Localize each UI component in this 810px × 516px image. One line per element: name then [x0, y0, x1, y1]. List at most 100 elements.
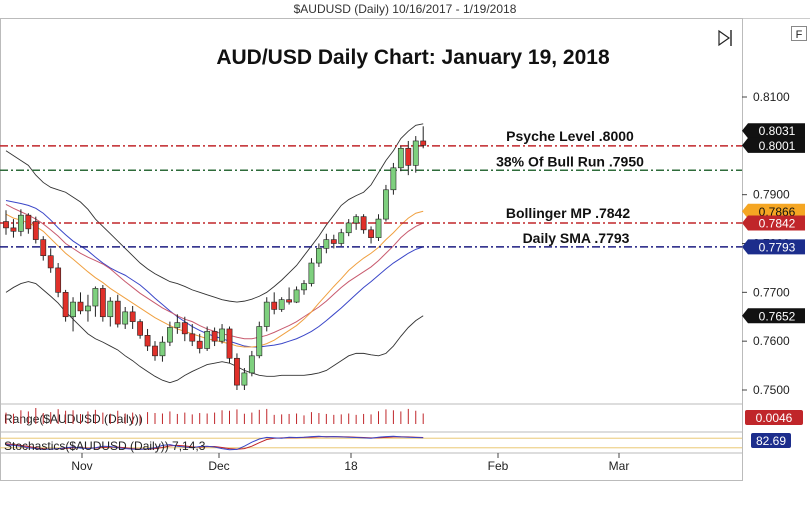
candle	[107, 297, 114, 327]
candle	[70, 297, 76, 332]
candle	[278, 297, 285, 312]
candle	[293, 286, 300, 304]
price-tag: 0.8031	[742, 123, 805, 139]
candle	[77, 292, 84, 315]
level-label: Psyche Level .8000	[506, 128, 634, 144]
candle	[204, 326, 211, 351]
candle	[92, 286, 99, 317]
candle	[152, 341, 158, 361]
y-tick-label: 0.8100	[753, 90, 790, 104]
candle	[234, 353, 240, 390]
sma-short-line	[5, 210, 424, 348]
stochastics-panel-label: Stochastics($AUDUSD (Daily)) 7,14,3	[4, 439, 206, 453]
level-label: Daily SMA .7793	[523, 230, 630, 246]
candle	[219, 324, 225, 344]
level-label: 38% Of Bull Run .7950	[496, 153, 644, 169]
candle	[405, 140, 412, 176]
candle	[375, 214, 382, 242]
x-tick-label: 18	[344, 459, 358, 473]
candle	[383, 184, 389, 222]
x-tick-label: Dec	[208, 459, 229, 473]
x-tick-label: Feb	[488, 459, 509, 473]
level-label: Bollinger MP .7842	[506, 205, 630, 221]
y-tick-label: 0.7500	[753, 383, 790, 397]
candle	[308, 258, 315, 287]
bollinger-mid-line	[5, 203, 424, 340]
window-title: $AUDUSD (Daily) 10/16/2017 - 1/19/2018	[0, 0, 810, 19]
range-bars	[5, 408, 424, 424]
price-tag: 0.7866	[742, 203, 805, 219]
candles	[3, 126, 427, 390]
range-value-text: 0.0046	[756, 411, 793, 425]
bollinger-upper-line	[5, 123, 424, 303]
flag-icon[interactable]: F	[791, 26, 807, 42]
price-tag-text: 0.7842	[759, 216, 796, 230]
stoch-k-line	[5, 435, 424, 451]
price-tag-text: 0.8001	[759, 139, 796, 153]
candle	[286, 287, 292, 305]
candle	[241, 368, 248, 390]
candle	[226, 326, 233, 364]
y-tick-label: 0.7700	[753, 285, 790, 299]
price-tag-text: 0.8031	[759, 124, 796, 138]
candle	[263, 297, 270, 332]
candle	[55, 263, 62, 298]
candle	[397, 145, 404, 172]
candle	[137, 319, 143, 339]
candle	[271, 292, 278, 315]
candle	[159, 336, 166, 362]
candle	[25, 213, 32, 234]
stochastics-value-text: 82.69	[756, 434, 786, 448]
candle	[3, 210, 9, 235]
candle	[211, 327, 218, 347]
stochastics-value-tag: 82.69	[751, 433, 791, 448]
candle	[248, 350, 255, 377]
range-value-tag: 0.0046	[745, 410, 803, 425]
candle	[181, 316, 188, 342]
candle	[338, 228, 345, 246]
flag-label: F	[796, 29, 803, 41]
plot-frame	[0, 18, 743, 481]
candle	[40, 236, 47, 261]
chart-title: AUD/USD Daily Chart: January 19, 2018	[216, 46, 610, 69]
candle	[256, 321, 263, 359]
candle	[390, 162, 397, 195]
candle	[353, 214, 360, 230]
play-end-icon[interactable]	[718, 29, 732, 47]
x-axis: Nov Dec 18 Feb Mar	[71, 453, 629, 473]
level-lines: Psyche Level .8000 38% Of Bull Run .7950 B…	[0, 128, 742, 248]
price-tag-text: 0.7793	[759, 240, 796, 254]
candle	[85, 294, 91, 322]
candle	[99, 285, 106, 322]
price-tag: 0.8001	[742, 137, 805, 153]
candle	[315, 243, 322, 267]
x-tick-label: Nov	[71, 459, 92, 473]
bollinger-lower-line	[5, 281, 424, 384]
candle	[114, 294, 121, 328]
chart-canvas: AUD/USD Daily Chart: January 19, 2018 F …	[0, 18, 807, 481]
price-tag: 0.7793	[742, 239, 805, 255]
candle	[129, 306, 136, 329]
candle	[368, 226, 374, 244]
candle	[167, 321, 173, 347]
candle	[420, 126, 427, 149]
candle	[32, 216, 39, 244]
candle	[360, 214, 367, 234]
candle	[196, 333, 203, 354]
price-tag: 0.7842	[742, 215, 805, 231]
candle	[144, 328, 151, 351]
candle	[17, 209, 24, 237]
candle	[345, 219, 352, 237]
candle	[62, 289, 69, 322]
stochastics-lines	[0, 435, 742, 451]
candle	[10, 219, 17, 238]
candle	[174, 314, 181, 334]
price-tag-text: 0.7866	[759, 205, 796, 219]
y-tick-label: 0.7900	[753, 188, 790, 202]
price-tag-text: 0.7652	[759, 309, 796, 323]
candle	[330, 234, 337, 249]
candle	[301, 280, 307, 295]
price-tag: 0.7652	[742, 308, 805, 324]
